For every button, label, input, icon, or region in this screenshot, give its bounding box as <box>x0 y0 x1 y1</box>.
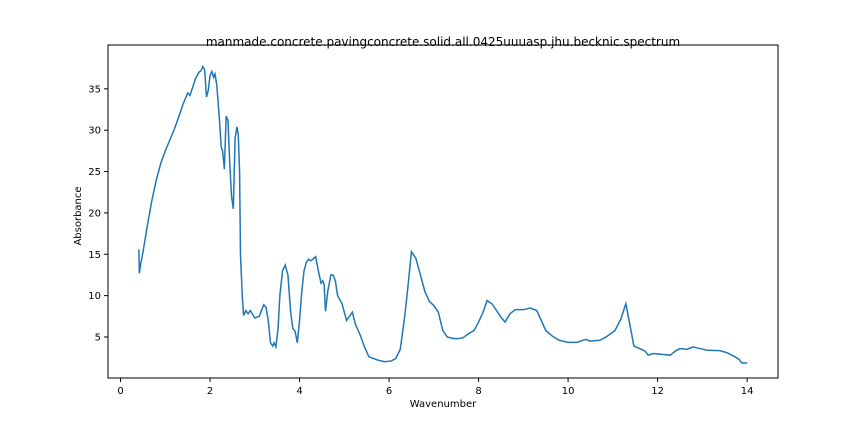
x-tick-label: 12 <box>651 386 664 397</box>
y-tick-label: 10 <box>88 291 101 302</box>
x-tick-label: 4 <box>296 386 302 397</box>
plot-frame <box>107 44 779 379</box>
x-tick-label: 6 <box>386 386 392 397</box>
x-axis-label: Wavenumber <box>410 399 477 410</box>
y-tick-label: 5 <box>95 332 101 343</box>
y-tick-label: 15 <box>88 250 101 261</box>
x-tick-label: 14 <box>741 386 754 397</box>
y-tick-label: 25 <box>88 167 101 178</box>
line-series <box>138 64 748 364</box>
y-axis-label: Absorbance <box>73 186 84 245</box>
x-tick-label: 10 <box>562 386 575 397</box>
x-tick-label: 8 <box>475 386 481 397</box>
x-tick-label: 2 <box>207 386 213 397</box>
x-tick-label: 0 <box>117 386 123 397</box>
y-tick-label: 35 <box>88 84 101 95</box>
chart-title: manmade.concrete.pavingconcrete.solid.al… <box>206 35 680 49</box>
y-tick-label: 20 <box>88 208 101 219</box>
y-tick-label: 30 <box>88 126 101 137</box>
